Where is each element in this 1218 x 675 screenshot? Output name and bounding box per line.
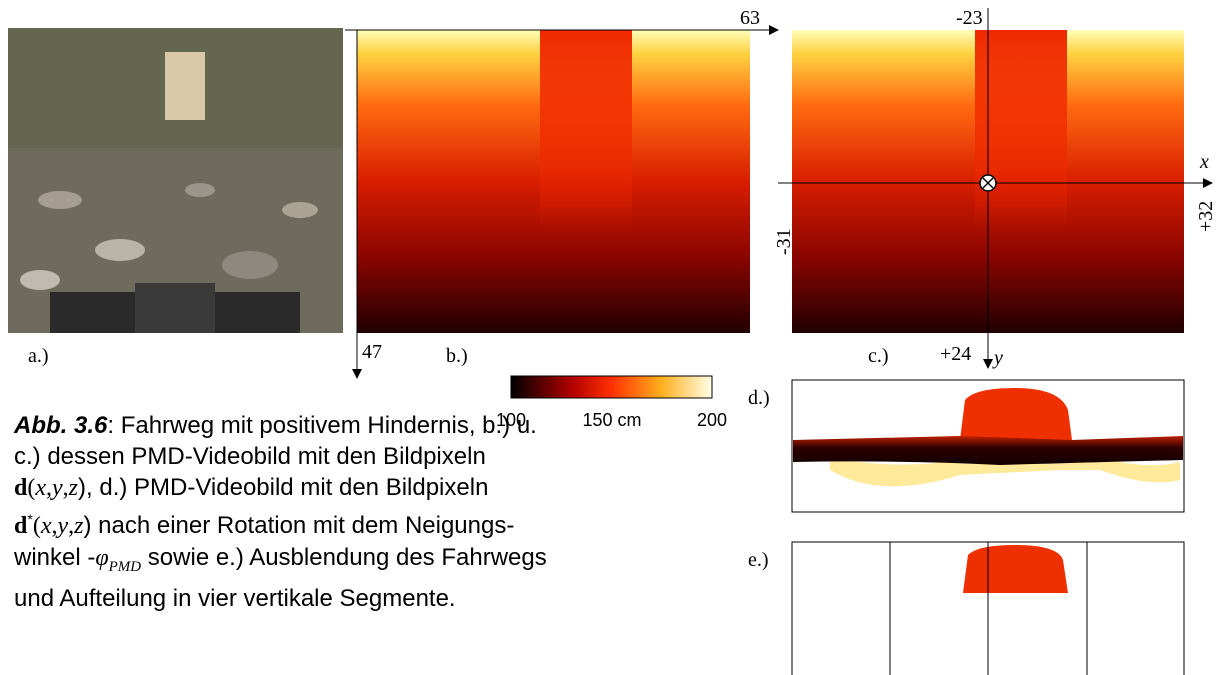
road bbox=[793, 436, 1183, 465]
panel-label: e.) bbox=[748, 549, 769, 571]
caption-line: d(x,y,z), d.) PMD-Videobild mit den Bild… bbox=[14, 472, 547, 504]
text: ( bbox=[33, 513, 41, 539]
axis-label: 63 bbox=[740, 7, 760, 29]
text: : Fahrweg mit positivem Hindernis, b.) u… bbox=[107, 412, 536, 439]
text: ) nach einer Rotation mit dem Neigungs- bbox=[83, 512, 514, 539]
symbol: y bbox=[57, 513, 68, 539]
axis-label: -23 bbox=[956, 7, 983, 29]
axis-label: -31 bbox=[773, 228, 795, 255]
obstacle bbox=[975, 30, 1067, 230]
colorbar bbox=[511, 376, 712, 398]
axis-label: +24 bbox=[940, 343, 971, 365]
caption-line: Abb. 3.6: Fahrweg mit positivem Hinderni… bbox=[14, 410, 547, 441]
symbol: d bbox=[14, 475, 27, 501]
panel-label: d.) bbox=[748, 387, 770, 409]
symbol: φ bbox=[95, 545, 108, 571]
text: c.) dessen PMD-Videobild mit den Bildpix… bbox=[14, 443, 486, 470]
caption: Abb. 3.6: Fahrweg mit positivem Hinderni… bbox=[14, 410, 547, 614]
symbol: x bbox=[41, 513, 52, 539]
colorbar-label: 200 bbox=[697, 410, 727, 430]
axis-label: +32 bbox=[1195, 201, 1217, 232]
text: winkel - bbox=[14, 544, 95, 571]
caption-line: c.) dessen PMD-Videobild mit den Bildpix… bbox=[14, 441, 547, 472]
page: a.) 63 47 b.) -23 x -31 +32 +24 y c.) 10… bbox=[0, 0, 1218, 675]
caption-line: d*(x,y,z) nach einer Rotation mit dem Ne… bbox=[14, 504, 547, 542]
panel-label: b.) bbox=[446, 345, 468, 367]
obstacle bbox=[540, 30, 632, 230]
axis-label: y bbox=[992, 347, 1003, 369]
obstacle bbox=[963, 545, 1068, 593]
text: und Aufteilung in vier vertikale Segment… bbox=[14, 585, 456, 612]
text: sowie e.) Ausblendung des Fahrwegs bbox=[141, 544, 547, 571]
panel-label: c.) bbox=[868, 345, 889, 367]
figure-number: Abb. 3.6 bbox=[14, 412, 107, 439]
caption-line: winkel -φPMD sowie e.) Ausblendung des F… bbox=[14, 542, 547, 583]
symbol: y bbox=[52, 475, 63, 501]
symbol: d bbox=[14, 513, 27, 539]
colorbar-label: 150 cm bbox=[582, 410, 641, 430]
symbol: PMD bbox=[109, 559, 142, 575]
axis-label: 47 bbox=[362, 341, 382, 363]
symbol: x bbox=[35, 475, 46, 501]
text: ), d.) PMD-Videobild mit den Bildpixeln bbox=[78, 474, 488, 501]
symbol: z bbox=[69, 475, 78, 501]
obstacle bbox=[960, 388, 1072, 440]
photo bbox=[8, 28, 343, 333]
panel-label: a.) bbox=[28, 345, 49, 367]
caption-line: und Aufteilung in vier vertikale Segment… bbox=[14, 583, 547, 614]
axis-label: x bbox=[1199, 151, 1209, 173]
